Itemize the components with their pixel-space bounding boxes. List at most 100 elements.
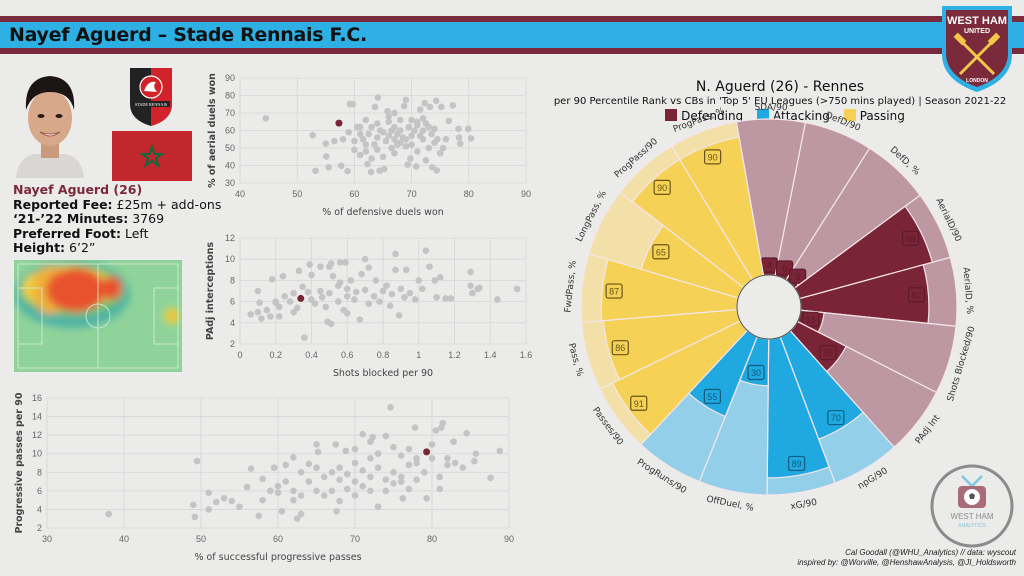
- data-point: [405, 123, 413, 131]
- data-point: [328, 487, 336, 495]
- pizza-center: [736, 274, 802, 340]
- data-point: [408, 132, 415, 140]
- data-point: [374, 94, 382, 101]
- minutes-label: ‘21-’22 Minutes:: [13, 211, 129, 226]
- data-point: [365, 300, 372, 308]
- data-point: [426, 103, 434, 111]
- data-point: [325, 163, 332, 171]
- value-label: 89: [792, 459, 802, 469]
- data-point: [431, 125, 438, 133]
- data-point: [399, 494, 407, 502]
- preferred-foot-value: Left: [125, 225, 149, 241]
- morocco-star-icon: [139, 143, 165, 169]
- data-point: [336, 259, 344, 266]
- x-tick-label: 60: [273, 534, 283, 544]
- data-point: [407, 155, 414, 162]
- legend-defending: Defending: [681, 109, 744, 123]
- x-tick-label: 1: [416, 350, 421, 360]
- data-point: [318, 294, 326, 301]
- data-point: [431, 139, 438, 147]
- data-point: [442, 295, 449, 302]
- height-row: Height: 6’2”: [13, 240, 221, 256]
- data-point: [254, 308, 262, 316]
- data-point: [416, 106, 424, 113]
- data-point: [297, 492, 305, 499]
- data-point: [290, 487, 297, 495]
- crest-text-top: WEST HAM: [947, 15, 1007, 27]
- data-point: [281, 293, 288, 300]
- credits: Cal Goodall (@WHU_Analytics) // data: wy…: [797, 548, 1016, 568]
- data-point: [290, 454, 297, 461]
- data-point: [331, 137, 338, 145]
- value-label: 35: [823, 348, 833, 358]
- data-point: [228, 497, 236, 505]
- value-label-box: [653, 179, 671, 195]
- data-point: [414, 118, 421, 126]
- data-point: [290, 289, 297, 297]
- data-point: [438, 103, 445, 111]
- data-point: [404, 161, 411, 168]
- data-point: [351, 137, 358, 145]
- data-point: [380, 165, 388, 173]
- data-point: [336, 497, 343, 505]
- data-point: [447, 295, 455, 302]
- data-point: [376, 298, 383, 305]
- reported-fee-value: £25m + add-ons: [116, 196, 222, 212]
- data-point: [270, 464, 278, 471]
- preferred-foot-label: Preferred Foot:: [13, 225, 122, 241]
- data-point: [259, 475, 266, 483]
- data-point: [356, 151, 364, 159]
- data-point: [371, 103, 379, 111]
- data-point: [421, 468, 428, 476]
- data-point: [411, 296, 419, 303]
- data-point: [444, 461, 451, 469]
- legend-swatch-attacking: [757, 109, 769, 121]
- data-point: [311, 300, 319, 308]
- data-point: [367, 168, 375, 176]
- data-point: [359, 467, 367, 474]
- data-point: [414, 148, 421, 155]
- data-point: [322, 140, 330, 147]
- data-point: [373, 120, 381, 127]
- data-point: [309, 131, 316, 139]
- data-point: [340, 306, 347, 314]
- value-label-box: [789, 268, 807, 284]
- data-point: [397, 478, 405, 485]
- data-point: [191, 513, 199, 521]
- data-point: [332, 441, 340, 448]
- data-point: [385, 132, 393, 140]
- y-tick-label: 14: [32, 412, 42, 422]
- data-point: [391, 135, 398, 143]
- data-point: [425, 123, 433, 131]
- reported-fee-label: Reported Fee:: [13, 196, 113, 212]
- data-point: [467, 282, 474, 289]
- value-label: 55: [707, 392, 717, 402]
- x-axis-label: Shots blocked per 90: [333, 368, 433, 379]
- data-point: [513, 285, 521, 293]
- preferred-foot-row: Preferred Foot: Left: [13, 225, 221, 242]
- data-point: [349, 100, 356, 108]
- data-point: [258, 315, 265, 322]
- value-label: 82: [911, 290, 921, 300]
- data-point: [359, 430, 367, 438]
- data-point: [455, 125, 462, 133]
- data-point: [444, 455, 451, 462]
- x-tick-label: 50: [196, 534, 206, 544]
- value-label: 87: [609, 287, 619, 297]
- data-point: [351, 459, 359, 467]
- club-badge: STADE RENNAIS: [130, 68, 172, 126]
- data-point: [286, 298, 294, 305]
- data-point: [455, 134, 463, 141]
- data-point: [343, 285, 351, 293]
- x-tick-label: 0.2: [269, 350, 282, 360]
- data-point: [385, 118, 393, 126]
- value-label: 30: [751, 368, 761, 378]
- value-label-box: [611, 340, 629, 356]
- data-point: [352, 288, 360, 296]
- value-label-box: [630, 395, 648, 411]
- data-point: [408, 141, 415, 148]
- value-label-box: [775, 260, 794, 276]
- y-tick-label: 70: [225, 108, 235, 118]
- y-tick-label: 6: [37, 486, 42, 496]
